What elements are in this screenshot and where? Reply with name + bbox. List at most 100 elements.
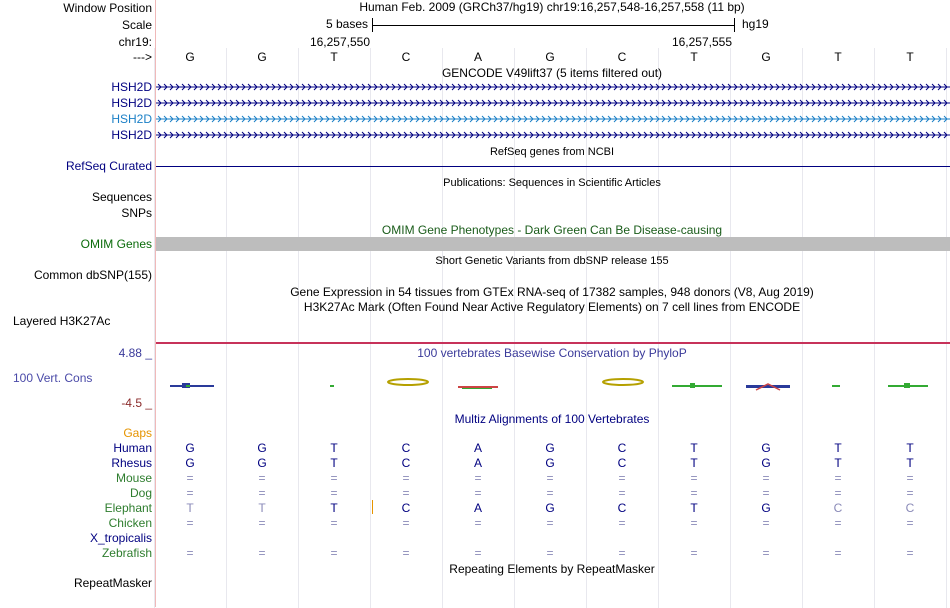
alignment-base: G <box>257 441 267 455</box>
h3k27ac-signal-line[interactable] <box>156 342 950 344</box>
alignment-base: T <box>906 441 914 455</box>
gencode-item-label[interactable]: HSH2D <box>111 128 152 142</box>
cons-graph[interactable] <box>156 370 950 400</box>
alignment-base: = <box>258 471 266 485</box>
alignment-base: A <box>473 456 483 470</box>
cons-mark-1 <box>170 383 214 388</box>
alignment-base: C <box>617 456 627 470</box>
snps-track-label[interactable]: SNPs <box>121 206 152 220</box>
h3k27ac-track-label[interactable]: Layered H3K27Ac <box>13 314 111 328</box>
base-letter: G <box>761 50 771 64</box>
alignment-base: = <box>402 486 410 500</box>
alignment-base: = <box>690 471 698 485</box>
alignment-base: T <box>330 441 338 455</box>
gencode-item-label[interactable]: HSH2D <box>111 80 152 94</box>
alignment-base: = <box>402 471 410 485</box>
alignment-base: T <box>834 456 842 470</box>
cons-mark-2 <box>330 385 334 387</box>
base-letter: G <box>545 50 555 64</box>
alignment-base: = <box>546 516 554 530</box>
chrom-label: chr19: <box>118 35 152 49</box>
gencode-item-label[interactable]: HSH2D <box>111 112 152 126</box>
species-label-x-tropicalis[interactable]: X_tropicalis <box>89 531 152 545</box>
alignment-base: C <box>617 501 627 515</box>
gencode-item-label[interactable]: HSH2D <box>111 96 152 110</box>
alignment-base: T <box>834 441 842 455</box>
repeat-track-title: Repeating Elements by RepeatMasker <box>449 562 655 576</box>
alignment-base: C <box>905 501 915 515</box>
alignment-base: = <box>474 486 482 500</box>
refseq-gene-line[interactable] <box>156 166 950 167</box>
gencode-gene-lane[interactable] <box>156 114 950 124</box>
sequences-track-label[interactable]: Sequences <box>91 190 152 204</box>
base-letter: C <box>617 50 627 64</box>
omim-track-label[interactable]: OMIM Genes <box>80 237 152 251</box>
refseq-track-label[interactable]: RefSeq Curated <box>65 159 152 173</box>
alignment-base: C <box>617 441 627 455</box>
alignment-base: = <box>402 546 410 560</box>
alignment-base: = <box>474 471 482 485</box>
alignment-base: = <box>474 546 482 560</box>
coord-right: 16,257,555 <box>671 35 732 49</box>
refseq-track-title: RefSeq genes from NCBI <box>489 146 615 158</box>
track-data-area[interactable]: Human Feb. 2009 (GRCh37/hg19) chr19:16,2… <box>154 0 950 608</box>
alignment-base: = <box>546 471 554 485</box>
cons-mark-6 <box>672 383 722 388</box>
alignment-base: G <box>761 441 771 455</box>
alignment-base: G <box>257 456 267 470</box>
alignment-base: = <box>618 546 626 560</box>
coord-left: 16,257,550 <box>309 35 370 49</box>
base-gridline <box>514 48 515 608</box>
assembly-label: hg19 <box>742 17 769 31</box>
alignment-base: T <box>690 501 698 515</box>
base-letter: G <box>257 50 267 64</box>
gencode-track-title: GENCODE V49lift37 (5 items filtered out) <box>441 66 663 80</box>
base-gridline <box>586 48 587 608</box>
species-label-mouse[interactable]: Mouse <box>115 471 152 485</box>
alignment-base: G <box>545 501 555 515</box>
alignment-base: G <box>761 456 771 470</box>
alignment-base: G <box>185 441 195 455</box>
window-position-label: Window Position <box>63 1 152 15</box>
base-gridline <box>658 48 659 608</box>
omim-gene-bar[interactable] <box>156 237 950 251</box>
species-label-chicken[interactable]: Chicken <box>108 516 152 530</box>
base-gridline <box>442 48 443 608</box>
alignment-base: = <box>618 471 626 485</box>
alignment-base: G <box>545 441 555 455</box>
scale-text: 5 bases <box>325 17 368 31</box>
alignment-base: = <box>186 486 194 500</box>
alignment-base: = <box>762 546 770 560</box>
species-label-rhesus[interactable]: Rhesus <box>111 456 152 470</box>
species-label-dog[interactable]: Dog <box>129 486 152 500</box>
repeatmasker-track-label[interactable]: RepeatMasker <box>73 576 152 590</box>
alignment-base: = <box>474 516 482 530</box>
alignment-base: = <box>330 516 338 530</box>
base-gridline <box>226 48 227 608</box>
alignment-base: G <box>761 501 771 515</box>
dbsnp-track-label[interactable]: Common dbSNP(155) <box>33 268 152 282</box>
base-letter: G <box>185 50 195 64</box>
alignment-base: = <box>546 546 554 560</box>
scale-bar-right-tick <box>734 18 735 32</box>
alignment-base: = <box>258 546 266 560</box>
alignment-base: C <box>401 456 411 470</box>
cons-track-label[interactable]: 100 Vert. Cons <box>13 371 93 385</box>
alignment-base: T <box>186 501 194 515</box>
base-gridline <box>154 48 155 608</box>
alignment-base: T <box>690 456 698 470</box>
cons-mark-7 <box>746 383 790 391</box>
gencode-gene-lane[interactable] <box>156 98 950 108</box>
gencode-gene-lane[interactable] <box>156 82 950 92</box>
alignment-base: = <box>618 516 626 530</box>
cons-mark-4 <box>458 386 498 389</box>
species-label-elephant[interactable]: Elephant <box>104 501 152 515</box>
alignment-base: = <box>834 546 842 560</box>
gencode-gene-lane[interactable] <box>156 130 950 140</box>
alignment-base: T <box>690 441 698 455</box>
species-label-zebrafish[interactable]: Zebrafish <box>101 546 152 560</box>
species-label-human[interactable]: Human <box>113 441 152 455</box>
base-letter: T <box>834 50 842 64</box>
dbsnp-track-title: Short Genetic Variants from dbSNP releas… <box>435 255 669 267</box>
